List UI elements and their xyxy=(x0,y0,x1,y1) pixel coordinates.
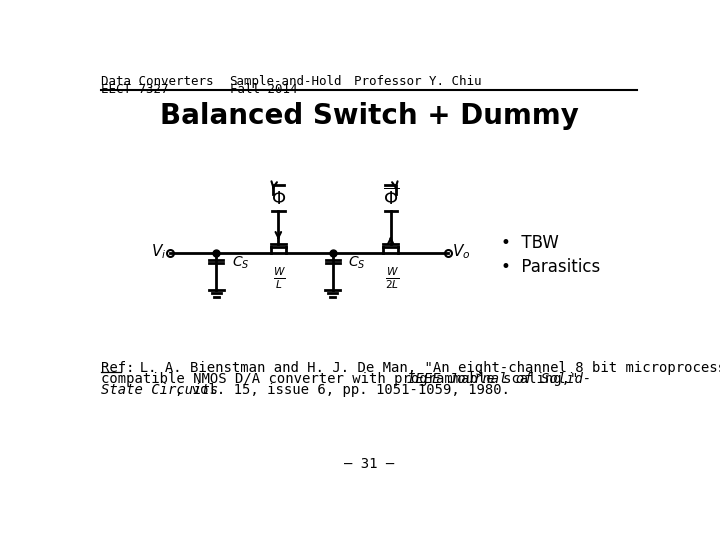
Text: •  Parasitics: • Parasitics xyxy=(500,258,600,275)
Text: Fall 2014: Fall 2014 xyxy=(230,83,297,96)
Text: , vol. 15, issue 6, pp. 1051-1059, 1980.: , vol. 15, issue 6, pp. 1051-1059, 1980. xyxy=(175,383,510,397)
Text: $V_o$: $V_o$ xyxy=(452,242,470,261)
Text: $\frac{W}{L}$: $\frac{W}{L}$ xyxy=(274,266,287,292)
Text: IEEE Journal of Solid-: IEEE Journal of Solid- xyxy=(407,372,591,386)
Text: •  TBW: • TBW xyxy=(500,234,559,252)
Text: compatible NMOS D/A converter with programmable scaling,": compatible NMOS D/A converter with progr… xyxy=(101,372,587,386)
Text: $C_S$: $C_S$ xyxy=(348,254,366,271)
Text: $V_i$: $V_i$ xyxy=(150,242,166,261)
Text: $\Phi$: $\Phi$ xyxy=(271,190,286,208)
Text: Sample-and-Hold: Sample-and-Hold xyxy=(230,75,342,88)
Text: $C_S$: $C_S$ xyxy=(232,254,249,271)
Text: $\overline{\Phi}$: $\overline{\Phi}$ xyxy=(382,187,399,208)
Text: State Circuits: State Circuits xyxy=(101,383,218,397)
Text: Ref:: Ref: xyxy=(101,361,135,375)
Text: – 31 –: – 31 – xyxy=(344,457,394,471)
Text: EECT 7327: EECT 7327 xyxy=(101,83,168,96)
Text: Balanced Switch + Dummy: Balanced Switch + Dummy xyxy=(160,102,578,130)
Text: Professor Y. Chiu: Professor Y. Chiu xyxy=(354,75,481,88)
Text: L. A. Bienstman and H. J. De Man, "An eight-channel 8 bit microprocessor: L. A. Bienstman and H. J. De Man, "An ei… xyxy=(122,361,720,375)
Text: Data Converters: Data Converters xyxy=(101,75,213,88)
Text: $\frac{W}{2L}$: $\frac{W}{2L}$ xyxy=(385,266,400,292)
